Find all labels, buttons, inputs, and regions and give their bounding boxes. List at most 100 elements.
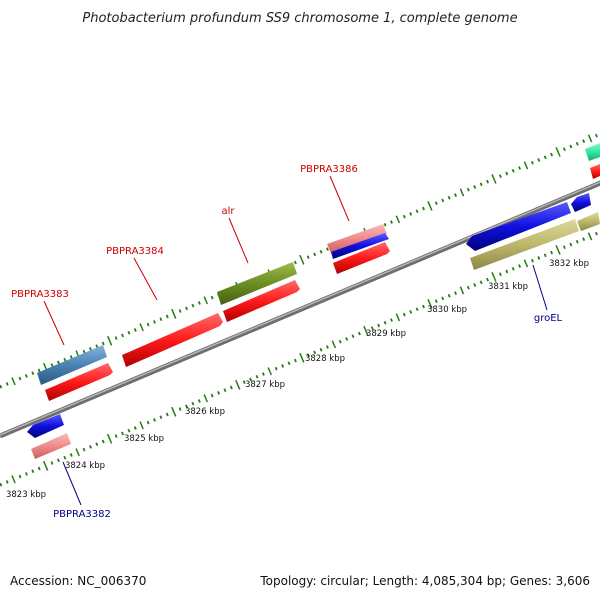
inner-tick-mark [454, 291, 458, 295]
inner-tick-mark [43, 460, 49, 471]
outer-tick-mark [422, 206, 425, 211]
outer-tick-mark [575, 141, 579, 146]
inner-tick-mark [5, 480, 9, 484]
gene-label-pbpra3386[interactable]: PBPRA3386 [300, 164, 358, 175]
outer-tick-mark [114, 336, 118, 340]
cds-pbpra3382-feature[interactable] [31, 433, 71, 459]
inner-tick-mark [63, 455, 67, 460]
gene-edge-feature[interactable] [585, 143, 600, 161]
mrna-pbpra3386-feature[interactable] [331, 233, 389, 259]
outer-tick-mark [178, 309, 182, 313]
inner-tick-mark [313, 350, 317, 355]
leader-pbpra3386 [329, 175, 350, 222]
inner-tick-mark [37, 466, 41, 471]
outer-tick-mark [31, 371, 35, 376]
outer-tick-mark [24, 374, 28, 378]
inner-tick-mark [575, 239, 579, 244]
gene-label-pbpra3383[interactable]: PBPRA3383 [11, 289, 69, 300]
gene-groel-feature[interactable] [466, 202, 571, 251]
inner-tick-mark [56, 458, 60, 463]
inner-tick-mark [409, 310, 413, 314]
inner-tick-mark [569, 242, 573, 247]
inner-tick-mark [422, 304, 425, 309]
inner-tick-mark [191, 401, 195, 406]
outer-tick-mark [402, 214, 406, 219]
outer-tick-mark [550, 152, 554, 157]
outer-tick-mark [313, 252, 317, 257]
outer-tick-mark [165, 314, 169, 319]
gene-pbpra3382-feature[interactable] [27, 414, 64, 438]
inner-tick-mark [274, 366, 278, 371]
gene-pbpra3386-feature[interactable] [327, 224, 387, 253]
inner-tick-mark [139, 421, 144, 430]
cds-edge-feature[interactable] [590, 164, 600, 179]
gene-labels: PBPRA3383 PBPRA3384 alr PBPRA3386 groEL … [11, 164, 562, 520]
outer-tick-mark [395, 215, 401, 224]
inner-tick-mark [287, 361, 291, 366]
inner-tick-mark [363, 325, 369, 336]
outer-tick-mark [543, 155, 547, 160]
inner-tick-mark [383, 320, 387, 325]
inner-tick-mark [555, 245, 561, 255]
outer-tick-mark [319, 249, 323, 254]
inner-tick-mark [0, 482, 3, 487]
outer-tick-mark [139, 323, 144, 332]
gene-label-alr[interactable]: alr [221, 206, 235, 217]
outer-tick-mark [498, 174, 502, 179]
leader-alr [228, 217, 249, 264]
outer-tick-mark [390, 220, 393, 224]
cds-pbpra3383-feature[interactable] [45, 363, 113, 401]
outer-tick-mark [441, 198, 445, 203]
outer-tick-mark [69, 355, 73, 359]
outer-tick-mark [537, 158, 541, 162]
scale-label: 3832 kbp [549, 259, 589, 269]
gene-label-pbpra3384[interactable]: PBPRA3384 [106, 246, 164, 257]
outer-tick-mark [133, 328, 137, 332]
outer-tick-mark [197, 301, 201, 305]
inner-tick-track [0, 231, 598, 487]
cds-pbpra3386-feature[interactable] [333, 242, 390, 274]
inner-tick-mark [434, 299, 438, 303]
label-leaders [43, 175, 548, 506]
cds-alr-feature[interactable] [223, 280, 300, 322]
inner-tick-mark [427, 299, 433, 309]
inner-tick-mark [69, 453, 73, 457]
inner-tick-mark [479, 280, 483, 285]
outer-tick-mark [101, 341, 105, 346]
outer-tick-mark [210, 295, 214, 300]
leader-pbpra3384 [133, 257, 158, 301]
outer-tick-mark [473, 185, 477, 189]
inner-tick-mark [261, 372, 265, 376]
outer-tick-mark [479, 182, 483, 187]
gene-pbpra3383-feature[interactable] [37, 345, 107, 385]
gene-label-groel[interactable]: groEL [534, 313, 563, 324]
gene-alr-feature[interactable] [217, 262, 297, 305]
inner-tick-mark [82, 447, 86, 452]
inner-tick-mark [447, 293, 451, 298]
inner-tick-mark [325, 345, 329, 349]
outer-tick-mark [159, 317, 163, 322]
inner-tick-mark [133, 426, 137, 430]
cds-pbpra3384-feature[interactable] [122, 313, 223, 367]
outer-tick-mark [153, 320, 156, 324]
cds-next-feature[interactable] [577, 212, 600, 231]
outer-tick-mark [0, 384, 3, 389]
inner-tick-mark [523, 259, 529, 268]
outer-tick-mark [491, 174, 497, 184]
gene-label-pbpra3382[interactable]: PBPRA3382 [53, 509, 111, 520]
outer-tick-mark [63, 357, 67, 362]
inner-tick-mark [390, 318, 393, 322]
outer-tick-mark [530, 160, 534, 165]
outer-tick-mark [293, 260, 297, 265]
inner-tick-mark [171, 406, 177, 417]
gene-next-feature[interactable] [571, 193, 591, 212]
outer-tick-mark [523, 161, 529, 170]
cds-groel-feature[interactable] [470, 219, 579, 270]
inner-tick-mark [402, 312, 406, 317]
inner-tick-mark [486, 277, 490, 282]
inner-tick-mark [165, 412, 169, 417]
scale-label: 3830 kbp [427, 305, 467, 315]
inner-tick-mark [459, 286, 465, 295]
leader-pbpra3383 [43, 300, 65, 346]
scale-label: 3824 kbp [65, 461, 105, 471]
